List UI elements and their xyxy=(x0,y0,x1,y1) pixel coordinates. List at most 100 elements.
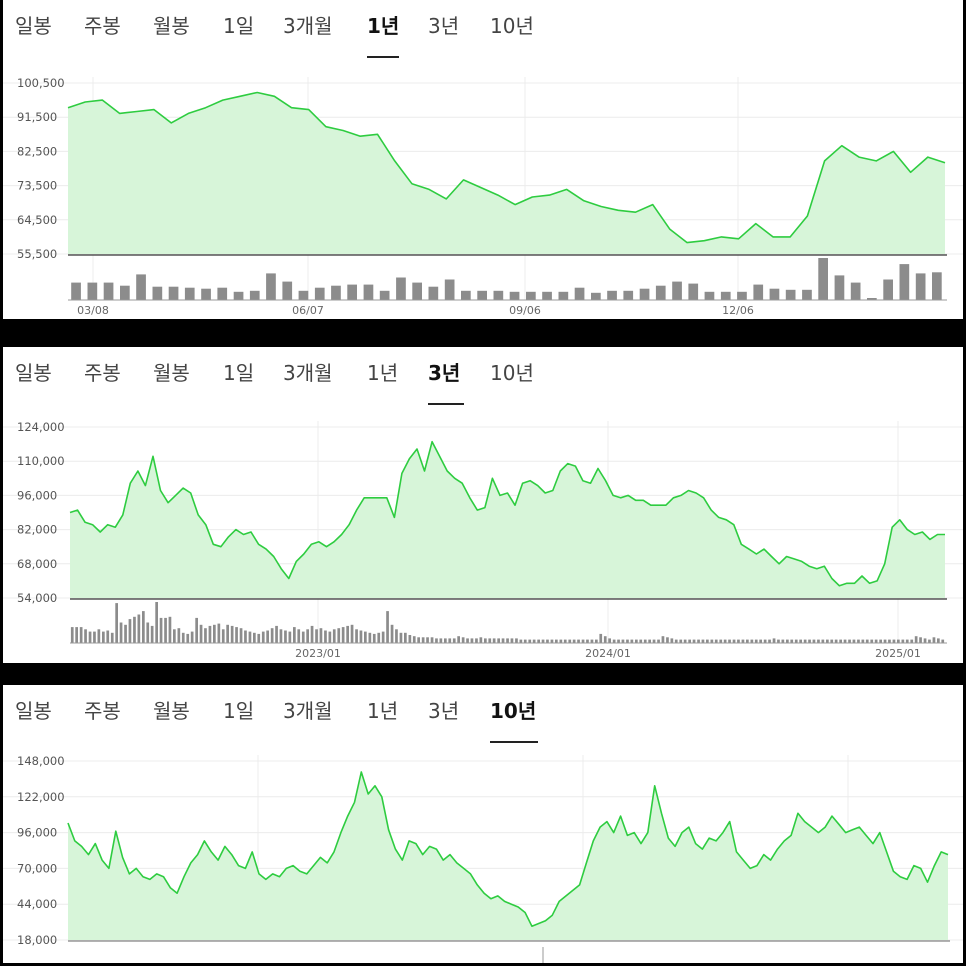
volume-bar xyxy=(850,282,861,300)
tab-8[interactable]: 10년 xyxy=(490,14,534,38)
tab-1[interactable]: 일봉 xyxy=(15,361,52,385)
volume-bar xyxy=(526,291,536,300)
volume-bar xyxy=(563,639,567,643)
tab-4[interactable]: 1일 xyxy=(223,699,255,723)
volume-bar xyxy=(448,638,452,643)
volume-bar xyxy=(199,624,203,643)
volume-bar xyxy=(608,638,611,643)
volume-bar xyxy=(574,287,585,300)
volume-bar xyxy=(181,632,185,644)
volume-bar xyxy=(599,633,603,643)
tab-3[interactable]: 월봉 xyxy=(153,361,190,385)
tab-2[interactable]: 주봉 xyxy=(84,14,121,38)
volume-bar xyxy=(110,632,114,644)
volume-bar xyxy=(581,639,585,643)
volume-bar xyxy=(630,639,634,643)
volume-bar xyxy=(714,639,718,643)
period-tabs: 일봉 주봉 월봉 1일 3개월 1년 3년 10년 xyxy=(3,0,963,56)
volume-bar xyxy=(150,625,154,643)
volume-bar xyxy=(830,639,834,643)
volume-bar xyxy=(103,282,114,300)
volume-bar xyxy=(282,281,293,300)
volume-bar xyxy=(794,639,798,643)
tab-4[interactable]: 1일 xyxy=(223,14,255,38)
tab-1[interactable]: 일봉 xyxy=(15,14,52,38)
price-volume-chart: 100,500 91,500 82,500 73,500 64,500 55,500 03/… xyxy=(3,76,963,317)
volume-bar xyxy=(818,258,828,300)
volume-bar xyxy=(390,624,394,643)
y-tick-label: 70,000 xyxy=(17,861,57,875)
tab-2[interactable]: 주봉 xyxy=(84,361,121,385)
volume-bar xyxy=(523,639,527,643)
volume-bar xyxy=(785,289,796,300)
volume-bar xyxy=(466,638,469,643)
tab-7[interactable]: 3년 xyxy=(428,699,460,723)
volume-bar xyxy=(661,636,665,643)
volume-bar xyxy=(186,633,190,643)
price-area xyxy=(70,441,945,598)
volume-bar xyxy=(213,624,216,643)
volume-bar xyxy=(519,639,523,643)
tab-5[interactable]: 3개월 xyxy=(283,699,333,723)
volume-bar xyxy=(874,639,878,643)
volume-bar xyxy=(701,639,705,643)
volume-bar xyxy=(901,639,905,643)
volume-bar xyxy=(115,603,118,643)
volume-bar xyxy=(932,637,936,643)
volume-bar xyxy=(102,631,105,643)
tab-6[interactable]: 1년 xyxy=(367,699,399,723)
volume-bar xyxy=(679,639,683,643)
volume-bar xyxy=(723,639,727,643)
volume-bar xyxy=(603,636,607,643)
volume-bar xyxy=(941,639,945,643)
volume-bar xyxy=(861,639,865,643)
volume-bar xyxy=(146,622,150,643)
volume-bar xyxy=(772,638,776,643)
volume-bar xyxy=(617,639,620,643)
volume-bar xyxy=(857,639,860,643)
volume-bar xyxy=(293,627,296,643)
volume-bar xyxy=(808,639,811,643)
volume-bar xyxy=(937,638,940,643)
tab-3[interactable]: 월봉 xyxy=(153,14,190,38)
volume-bar xyxy=(435,638,438,643)
tab-6[interactable]: 1년 xyxy=(367,361,399,385)
y-tick-label: 100,500 xyxy=(17,76,65,90)
volume-bar xyxy=(79,627,83,643)
tab-7[interactable]: 3년 xyxy=(428,14,460,38)
volume-bar xyxy=(421,637,425,643)
volume-bar xyxy=(652,639,656,643)
x-tick-label: 2024/01 xyxy=(585,647,631,660)
tab-1[interactable]: 일봉 xyxy=(15,699,52,723)
tab-6[interactable]: 1년 xyxy=(367,14,400,38)
volume-bar xyxy=(826,639,829,643)
volume-bar xyxy=(439,638,443,643)
tab-5[interactable]: 3개월 xyxy=(283,361,333,385)
volume-bar xyxy=(753,284,764,300)
tab-8[interactable]: 10년 xyxy=(490,699,537,723)
volume-bar xyxy=(301,631,305,643)
volume-bar xyxy=(550,639,554,643)
volume-bar xyxy=(319,628,323,643)
volume-bar xyxy=(657,639,660,643)
tab-2[interactable]: 주봉 xyxy=(84,699,121,723)
volume-bar xyxy=(777,639,780,643)
volume-bar xyxy=(341,627,345,643)
tab-5[interactable]: 3개월 xyxy=(283,14,333,38)
tab-4[interactable]: 1일 xyxy=(223,361,255,385)
volume-bar xyxy=(368,632,372,644)
volume-bar xyxy=(253,632,256,644)
volume-bar xyxy=(509,291,520,300)
tab-3[interactable]: 월봉 xyxy=(153,699,190,723)
tab-7[interactable]: 3년 xyxy=(428,361,461,385)
volume-bar xyxy=(688,283,699,300)
y-tick-label: 68,000 xyxy=(17,557,57,571)
volume-bar xyxy=(233,291,244,300)
volume-bar xyxy=(155,602,158,643)
tab-8[interactable]: 10년 xyxy=(490,361,534,385)
volume-bar xyxy=(184,287,195,300)
volume-bar xyxy=(834,275,845,300)
volume-bar xyxy=(279,629,283,643)
volume-bar xyxy=(484,638,487,643)
volume-bar xyxy=(710,639,714,643)
